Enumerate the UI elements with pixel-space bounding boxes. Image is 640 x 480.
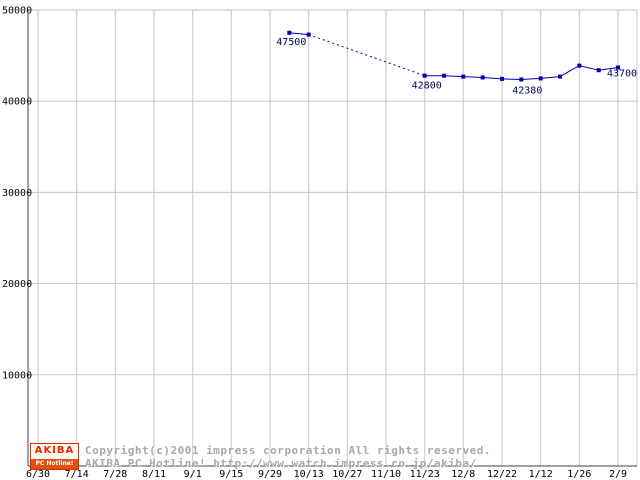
series-segment	[463, 76, 483, 78]
copyright-text: Copyright(c)2001 impress corporation All…	[85, 443, 491, 470]
akiba-pc-hotline-logo: AKIBA PC Hotline!	[30, 443, 79, 470]
x-tick-label: 6/30	[26, 469, 50, 480]
series-segment	[501, 78, 522, 80]
y-tick-label: 40000	[2, 97, 32, 108]
data-point-marker	[500, 76, 504, 81]
data-point-marker	[480, 75, 485, 80]
x-tick-label: 9/1	[184, 469, 202, 480]
series-segment	[540, 76, 561, 79]
y-tick-label: 10000	[2, 370, 32, 381]
x-tick-label: 10/27	[332, 469, 362, 480]
series-segment	[598, 67, 619, 71]
data-point-marker	[442, 73, 446, 78]
data-point-marker	[306, 32, 311, 37]
data-point-marker	[596, 68, 601, 73]
data-point-marker	[519, 77, 524, 82]
x-tick-label: 8/11	[142, 469, 166, 480]
data-point-marker	[616, 65, 620, 70]
x-tick-label: 9/29	[258, 469, 282, 480]
x-tick-label: 7/14	[65, 469, 89, 480]
series-segment	[521, 77, 541, 80]
point-value-label: 47500	[276, 37, 306, 48]
x-tick-label: 12/8	[451, 469, 475, 480]
x-tick-label: 12/22	[487, 469, 517, 480]
x-tick-label: 11/10	[371, 469, 401, 480]
point-value-label: 42380	[512, 86, 542, 97]
x-tick-label: 1/26	[567, 469, 591, 480]
data-point-marker	[422, 73, 427, 78]
copyright-line-1: Copyright(c)2001 impress corporation All…	[85, 444, 491, 457]
logo-pchotline-text: PC Hotline!	[31, 459, 78, 469]
x-tick-label: 10/13	[294, 469, 324, 480]
logo-akiba-text: AKIBA	[34, 445, 75, 456]
series-segment	[289, 32, 309, 36]
y-tick-label: 20000	[2, 279, 32, 290]
series-segment	[308, 34, 425, 77]
point-value-label: 42800	[412, 81, 442, 92]
series-segment	[443, 75, 464, 78]
y-tick-label: 50000	[2, 6, 32, 17]
data-point-marker	[287, 30, 292, 35]
data-point-marker	[538, 76, 543, 81]
x-tick-label: 2/9	[609, 469, 627, 480]
footer-branding: AKIBA PC Hotline! Copyright(c)2001 impre…	[30, 443, 491, 470]
data-point-marker	[461, 74, 466, 79]
data-point-marker	[558, 74, 562, 79]
x-tick-label: 1/12	[529, 469, 553, 480]
point-value-label: 43700	[607, 69, 637, 80]
data-point-marker	[577, 63, 582, 68]
series-segment	[559, 65, 580, 78]
copyright-line-2: AKIBA PC Hotline! http://www.watch.impre…	[85, 457, 477, 470]
x-tick-label: 11/23	[410, 469, 440, 480]
series-segment	[482, 77, 503, 80]
y-tick-label: 30000	[2, 188, 32, 199]
series-segment	[579, 65, 599, 71]
x-tick-label: 7/28	[103, 469, 127, 480]
x-tick-label: 9/15	[219, 469, 243, 480]
